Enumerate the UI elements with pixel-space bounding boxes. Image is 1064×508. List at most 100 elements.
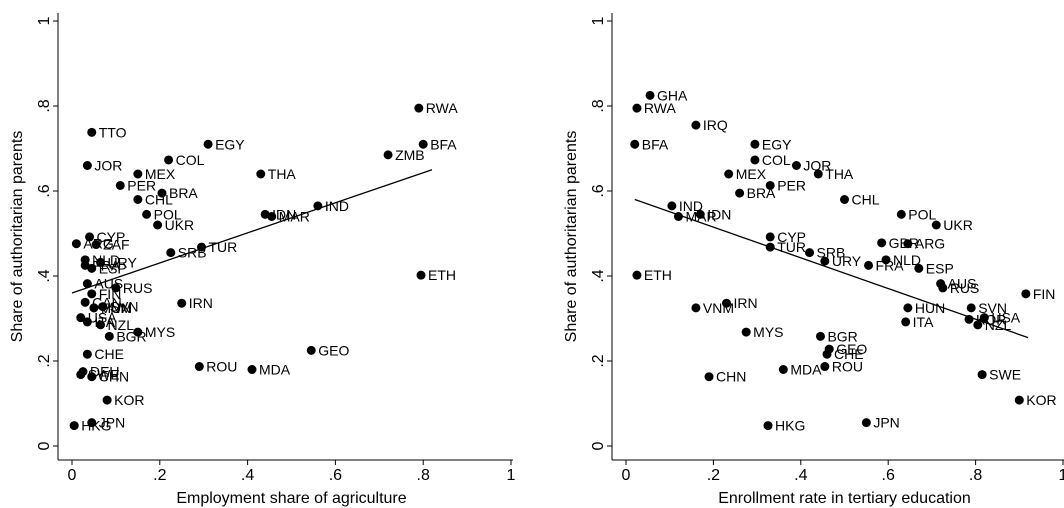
data-point — [153, 220, 163, 230]
data-point — [197, 242, 207, 252]
point-label: ITA — [913, 314, 934, 330]
point-label: RWA — [426, 100, 459, 116]
point-label: BRA — [169, 185, 198, 201]
x-tick-label: .8 — [417, 467, 430, 484]
point-label: MEX — [145, 166, 176, 182]
data-point — [142, 209, 152, 219]
data-point — [133, 327, 143, 337]
point-label: UKR — [943, 217, 973, 233]
point-label: FIN — [99, 286, 122, 302]
fit-line — [634, 198, 1029, 339]
point-label: COL — [762, 152, 791, 168]
point-label: GEO — [318, 342, 349, 358]
data-point — [877, 238, 887, 248]
point-label: AUS — [948, 276, 977, 292]
data-point — [87, 127, 97, 137]
point-label: MAR — [685, 209, 716, 225]
data-point — [722, 298, 732, 308]
data-point — [76, 313, 86, 323]
data-point — [673, 212, 683, 221]
point-label: SRB — [178, 245, 207, 261]
point-label: CHE — [834, 346, 864, 362]
point-label: ROU — [832, 359, 863, 375]
data-point — [203, 139, 213, 149]
point-label: IND — [325, 198, 349, 214]
point-label: BFA — [430, 136, 457, 152]
data-point — [813, 169, 823, 179]
y-tick-label: .4 — [590, 269, 607, 282]
data-point — [750, 139, 760, 149]
point-label: VNM — [101, 300, 132, 316]
point-label: MYS — [145, 324, 175, 340]
point-label: IDN — [272, 206, 296, 222]
point-label: PER — [127, 177, 156, 193]
x-axis-title: Enrollment rate in tertiary education — [718, 490, 971, 507]
data-point — [418, 139, 428, 149]
point-label: EGY — [215, 136, 245, 152]
data-point — [903, 239, 913, 249]
data-point — [82, 317, 92, 327]
y-tick-label: 0 — [36, 441, 53, 450]
data-point — [966, 303, 976, 313]
y-tick-label: 0 — [590, 441, 607, 450]
data-point — [313, 201, 323, 211]
point-label: RWA — [644, 100, 677, 116]
x-tick-label: .2 — [153, 467, 166, 484]
data-point — [667, 201, 677, 211]
x-tick-label: .8 — [969, 467, 982, 484]
point-label: TUR — [777, 239, 806, 255]
point-label: UKR — [165, 217, 195, 233]
y-tick-label: .6 — [590, 184, 607, 197]
y-tick-label: .2 — [36, 354, 53, 367]
data-point — [763, 421, 773, 431]
point-label: FRA — [92, 257, 121, 273]
data-point — [964, 314, 974, 324]
point-label: IRN — [189, 295, 213, 311]
data-point — [750, 155, 760, 165]
point-label: FRA — [876, 257, 905, 273]
scatter-plot-agriculture: 0 .2 .4 .6 .8 1 0 .2 .4 .6 .8 1 Employment share of … — [9, 13, 516, 507]
point-label: POL — [154, 206, 182, 222]
point-label: BRA — [747, 185, 776, 201]
point-label: CHN — [99, 369, 129, 385]
point-label: EGY — [762, 136, 792, 152]
point-label: URY — [832, 253, 862, 269]
y-tick-label: 1 — [36, 16, 53, 25]
y-tick-label: .8 — [590, 99, 607, 112]
data-point — [157, 188, 167, 198]
point-label: GEO — [836, 341, 867, 357]
x-tick-label: .6 — [882, 467, 895, 484]
data-point — [89, 303, 99, 313]
data-point — [194, 362, 204, 372]
point-label: SRB — [817, 245, 846, 261]
scatter-plot-tertiary-education: 0 .2 .4 .6 .8 1 0 .2 .4 .6 .8 1 Enrollment rate in t… — [563, 13, 1064, 507]
data-point — [840, 195, 849, 204]
x-tick-label: .4 — [794, 467, 807, 484]
point-label: DEU — [90, 364, 120, 380]
data-point — [914, 263, 924, 273]
point-label: HKG — [81, 418, 111, 434]
point-label: ESP — [926, 260, 954, 276]
data-point — [805, 248, 815, 258]
point-label: CHN — [716, 369, 746, 385]
x-tick-label: 1 — [507, 467, 516, 484]
point-label: JPN — [99, 415, 125, 431]
data-point — [80, 297, 90, 307]
point-label: ZAF — [103, 237, 129, 253]
point-label: THA — [268, 166, 297, 182]
data-point — [691, 303, 701, 313]
data-point — [938, 283, 948, 293]
point-label: KOR — [976, 311, 1006, 327]
point-label: RUS — [950, 280, 980, 296]
point-label: TUR — [209, 239, 238, 255]
data-point — [724, 169, 734, 179]
data-point — [111, 283, 121, 293]
point-label: MYS — [753, 324, 783, 340]
data-point — [102, 395, 112, 405]
x-tick-label: .4 — [241, 467, 254, 484]
data-point — [91, 240, 101, 250]
data-point — [632, 103, 642, 113]
point-label: CHL — [145, 192, 173, 208]
point-label: IRQ — [703, 117, 728, 133]
data-point — [630, 139, 640, 149]
